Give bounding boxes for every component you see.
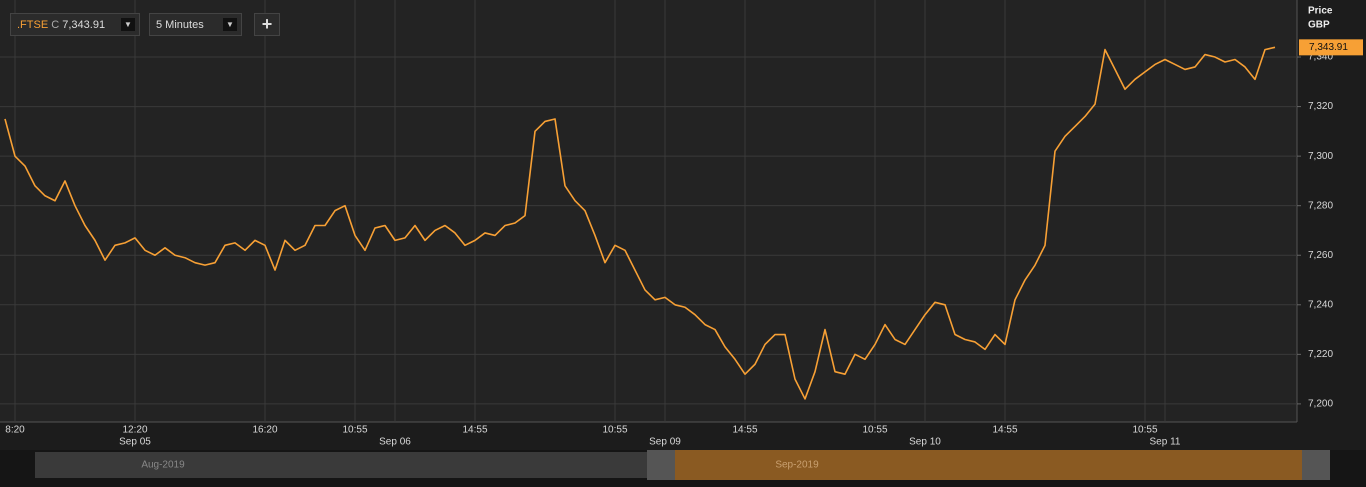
y-tick-label: 7,200 — [1308, 399, 1333, 410]
y-tick-label: 7,260 — [1308, 250, 1333, 261]
x-tick-label: 14:55 — [992, 425, 1017, 436]
close-flag: C — [51, 18, 60, 31]
navigator-label: Aug-2019 — [141, 460, 185, 471]
x-tick-label: 10:55 — [862, 425, 887, 436]
symbol: .FTSE — [17, 18, 49, 31]
y-tick-label: 7,320 — [1308, 101, 1333, 112]
x-tick-label: 14:55 — [732, 425, 757, 436]
navigator-selection[interactable] — [647, 450, 1330, 480]
x-tick-label: 10:55 — [342, 425, 367, 436]
interval-box[interactable]: 5 Minutes ▼ — [149, 13, 242, 36]
date-label: Sep 09 — [649, 437, 681, 448]
navigator-history — [35, 452, 647, 478]
dropdown-arrow[interactable]: ▼ — [223, 18, 237, 31]
plot-background — [0, 0, 1297, 422]
date-label: Sep 06 — [379, 437, 411, 448]
date-label: Sep 05 — [119, 437, 151, 448]
add-button[interactable]: + — [254, 13, 280, 36]
symbol-box[interactable]: .FTSE C 7,343.91 ▼ — [10, 13, 140, 36]
dropdown-arrow[interactable]: ▼ — [121, 18, 135, 31]
y-axis-label: Price — [1308, 6, 1333, 17]
x-tick-label: 12:20 — [122, 425, 147, 436]
date-label: Sep 10 — [909, 437, 941, 448]
close-value: 7,343.91 — [62, 18, 106, 31]
price-line — [4, 46, 1276, 400]
y-tick-label: 7,220 — [1308, 349, 1333, 360]
x-tick-label: 8:20 — [5, 425, 25, 436]
date-label: Sep 11 — [1150, 437, 1181, 448]
x-tick-label: 16:20 — [252, 425, 277, 436]
y-tick-label: 7,280 — [1308, 200, 1333, 211]
x-tick-label: 10:55 — [1132, 425, 1157, 436]
y-tick-label: 7,240 — [1308, 299, 1333, 310]
y-tick-label: 7,300 — [1308, 151, 1333, 162]
last-price-label: 7,343.91 — [1309, 42, 1348, 53]
interval: 5 Minutes — [156, 18, 204, 31]
navigator-label: Sep-2019 — [775, 460, 819, 471]
x-tick-label: 10:55 — [602, 425, 627, 436]
last-price-box — [1299, 39, 1363, 56]
navigator-handle[interactable] — [1302, 450, 1330, 480]
y-axis-unit: GBP — [1308, 20, 1330, 31]
x-tick-label: 14:55 — [462, 425, 487, 436]
y-tick-label: 7,340 — [1308, 52, 1333, 63]
navigator-handle[interactable] — [647, 450, 675, 480]
